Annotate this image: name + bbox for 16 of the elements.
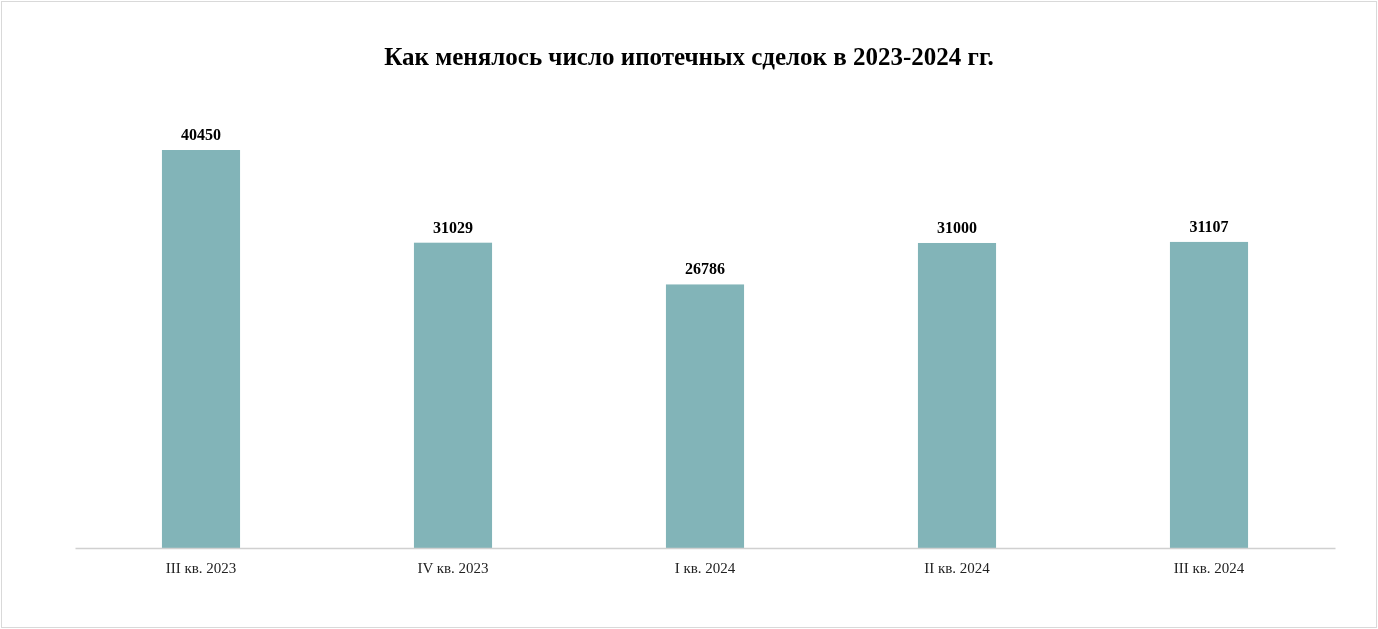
bar: [665, 284, 745, 548]
bar: [917, 242, 997, 548]
x-tick-label: III кв. 2023: [165, 559, 237, 576]
bar: [161, 150, 241, 548]
data-label: 31107: [1189, 217, 1229, 235]
chart-title: Как менялось число ипотечных сделок в 2023-2024 гг.: [384, 43, 994, 70]
data-label: 40450: [181, 126, 221, 143]
data-label: 31000: [937, 218, 977, 236]
x-tick-label: II кв. 2024: [924, 559, 991, 576]
x-tick-label: III кв. 2024: [1173, 559, 1245, 576]
x-tick-label: I кв. 2024: [674, 559, 736, 576]
bar: [413, 242, 493, 548]
bar: [1169, 241, 1249, 548]
data-label: 31029: [433, 218, 473, 236]
data-label: 26786: [685, 260, 725, 278]
x-tick-label: IV кв. 2023: [417, 559, 489, 576]
